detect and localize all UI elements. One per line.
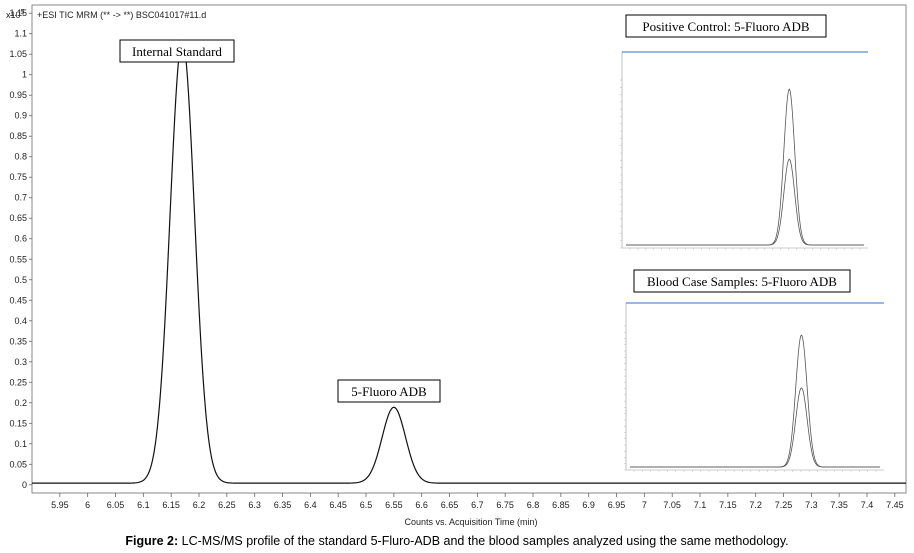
x-tick-label: 6.9 bbox=[582, 500, 595, 510]
y-tick-label: 0.95 bbox=[9, 90, 27, 100]
x-tick-label: 6.25 bbox=[218, 500, 236, 510]
y-tick-label: 0.9 bbox=[14, 111, 27, 121]
positive-control-trace-2 bbox=[626, 158, 864, 246]
x-tick-label: 6 bbox=[85, 500, 90, 510]
y-tick-label: 1.15 bbox=[9, 8, 27, 18]
x-axis-ticks: 5.95 6 6.05 6.1 6.15 6.2 6.25 6.3 6.35 6.4 6.45 6.5… bbox=[51, 493, 904, 510]
y-tick-label: 0 bbox=[22, 480, 27, 490]
x-tick-label: 5.95 bbox=[51, 500, 69, 510]
y-tick-label: 0.3 bbox=[14, 357, 27, 367]
x-tick-label: 6.05 bbox=[107, 500, 125, 510]
y-tick-label: 0.65 bbox=[9, 213, 27, 223]
blood-case-title-text: Blood Case Samples: 5-Fluoro ADB bbox=[647, 274, 837, 289]
blood-case-inset bbox=[624, 302, 884, 472]
caption-label: Figure 2: bbox=[125, 534, 179, 548]
exponent-label: x105 bbox=[6, 9, 25, 20]
y-tick-label: 1.05 bbox=[9, 49, 27, 59]
fluoro-adb-text: 5-Fluoro ADB bbox=[351, 384, 427, 399]
x-tick-label: 6.2 bbox=[193, 500, 206, 510]
y-tick-label: 0.25 bbox=[9, 377, 27, 387]
x-tick-label: 6.75 bbox=[496, 500, 514, 510]
y-tick-label: 0.8 bbox=[14, 152, 27, 162]
fluoro-adb-label: 5-Fluoro ADB bbox=[337, 379, 441, 403]
figure-caption: Figure 2: LC-MS/MS profile of the standa… bbox=[0, 534, 914, 548]
x-tick-label: 7.3 bbox=[805, 500, 818, 510]
exponent-power: 5 bbox=[21, 9, 25, 16]
y-tick-label: 0.1 bbox=[14, 439, 27, 449]
chromatogram-header: +ESI TIC MRM (** -> **) BSC041017#11.d bbox=[37, 10, 206, 20]
y-tick-label: 0.85 bbox=[9, 131, 27, 141]
y-tick-label: 0.2 bbox=[14, 398, 27, 408]
y-tick-label: 1.1 bbox=[14, 29, 27, 39]
x-tick-label: 7.45 bbox=[886, 500, 904, 510]
y-tick-label: 0.15 bbox=[9, 418, 27, 428]
plot-frame bbox=[31, 4, 907, 494]
y-tick-label: 0.5 bbox=[14, 275, 27, 285]
y-tick-label: 0.55 bbox=[9, 254, 27, 264]
x-tick-label: 7 bbox=[642, 500, 647, 510]
positive-control-trace-1 bbox=[626, 88, 864, 246]
x-tick-label: 6.85 bbox=[552, 500, 570, 510]
internal-standard-text: Internal Standard bbox=[132, 44, 222, 59]
x-tick-label: 6.6 bbox=[415, 500, 428, 510]
blood-case-trace-2 bbox=[630, 387, 880, 468]
x-tick-label: 7.35 bbox=[830, 500, 848, 510]
y-tick-label: 0.05 bbox=[9, 459, 27, 469]
positive-control-ticks bbox=[620, 79, 861, 250]
x-tick-label: 7.25 bbox=[775, 500, 793, 510]
y-tick-label: 0.45 bbox=[9, 295, 27, 305]
x-tick-label: 6.4 bbox=[304, 500, 317, 510]
y-tick-label: 0.35 bbox=[9, 336, 27, 346]
blood-case-title: Blood Case Samples: 5-Fluoro ADB bbox=[633, 269, 851, 293]
x-tick-label: 6.55 bbox=[385, 500, 403, 510]
x-tick-label: 6.7 bbox=[471, 500, 484, 510]
blood-case-trace-1 bbox=[630, 334, 880, 468]
x-tick-label: 6.65 bbox=[441, 500, 459, 510]
x-tick-label: 7.1 bbox=[694, 500, 707, 510]
positive-control-inset bbox=[620, 51, 868, 250]
y-tick-label: 0.7 bbox=[14, 193, 27, 203]
y-tick-label: 0.75 bbox=[9, 172, 27, 182]
x-tick-label: 6.5 bbox=[360, 500, 373, 510]
x-tick-label: 6.15 bbox=[162, 500, 180, 510]
x-tick-label: 6.95 bbox=[608, 500, 626, 510]
y-tick-label: 1 bbox=[22, 70, 27, 80]
internal-standard-label: Internal Standard bbox=[119, 39, 235, 63]
y-tick-label: 0.4 bbox=[14, 316, 27, 326]
x-tick-label: 6.35 bbox=[274, 500, 292, 510]
y-tick-label: 0.6 bbox=[14, 234, 27, 244]
blood-case-ticks bbox=[624, 325, 877, 472]
caption-text: LC-MS/MS profile of the standard 5-Fluro… bbox=[178, 534, 789, 548]
y-axis-ticks: 0 0.05 0.1 0.15 0.2 0.25 0.3 0.35 0.4 0.45 0.5 0.55… bbox=[9, 8, 32, 490]
x-tick-label: 6.45 bbox=[329, 500, 347, 510]
x-tick-label: 6.8 bbox=[527, 500, 540, 510]
x-tick-label: 7.05 bbox=[663, 500, 681, 510]
chromatogram-trace bbox=[32, 39, 906, 484]
positive-control-title-text: Positive Control: 5-Fluoro ADB bbox=[642, 19, 810, 34]
x-tick-label: 7.4 bbox=[861, 500, 874, 510]
positive-control-title: Positive Control: 5-Fluoro ADB bbox=[625, 14, 827, 38]
x-tick-label: 6.1 bbox=[137, 500, 150, 510]
x-tick-label: 7.2 bbox=[749, 500, 762, 510]
x-axis-label: Counts vs. Acquisition Time (min) bbox=[404, 517, 537, 527]
x-tick-label: 6.3 bbox=[248, 500, 261, 510]
x-tick-label: 7.15 bbox=[719, 500, 737, 510]
